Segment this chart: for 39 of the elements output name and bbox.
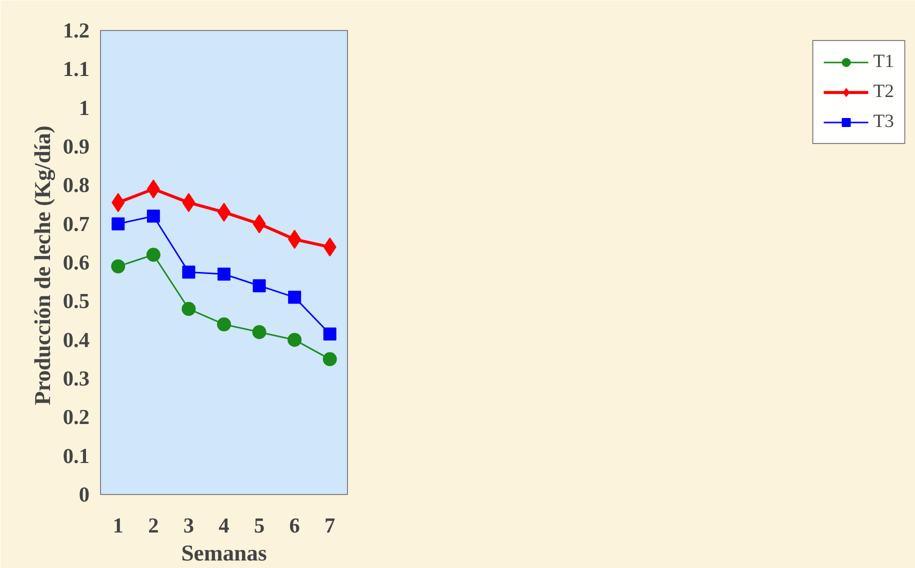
point <box>288 332 302 347</box>
x-axis-title: Semanas <box>181 540 267 566</box>
point <box>288 290 302 304</box>
x-tick-label: 3 <box>183 514 194 538</box>
point <box>322 352 337 366</box>
legend-label: T3 <box>873 111 894 133</box>
y-tick-label: 1.1 <box>62 57 90 82</box>
y-tick-label: 0.3 <box>62 366 90 390</box>
x-tick-label: 2 <box>148 514 159 538</box>
point <box>252 325 266 340</box>
point <box>182 266 196 279</box>
y-tick-label: 0.7 <box>62 212 90 236</box>
legend-label: T1 <box>873 51 894 73</box>
y-tick-label: 0.6 <box>62 250 90 274</box>
point <box>217 317 231 332</box>
x-tick-label: 6 <box>289 514 300 538</box>
point <box>218 268 230 281</box>
y-tick-label: 0 <box>78 482 90 506</box>
y-tick-label: 0.9 <box>62 134 90 158</box>
x-tick-label: 5 <box>254 514 265 538</box>
x-tick-label: 1 <box>112 514 124 538</box>
x-tick-label: 4 <box>218 514 230 538</box>
point <box>146 210 160 223</box>
y-tick-label: 0.2 <box>62 405 90 430</box>
point <box>182 302 196 316</box>
y-tick-label: 0.1 <box>62 444 90 468</box>
y-tick-label: 0.5 <box>62 289 90 314</box>
y-tick-label: 0.4 <box>62 328 90 352</box>
point <box>252 279 266 292</box>
y-tick-label: 1.2 <box>62 18 90 42</box>
point <box>111 259 126 274</box>
point <box>323 328 336 341</box>
y-axis-title: Producción de leche (Kg/día) <box>30 126 55 406</box>
y-tick-label: 0.8 <box>62 173 90 198</box>
point <box>112 217 125 230</box>
legend-label: T2 <box>873 81 894 103</box>
y-tick-label: 1 <box>78 96 90 120</box>
x-tick-label: 7 <box>324 514 336 538</box>
point <box>146 248 160 262</box>
